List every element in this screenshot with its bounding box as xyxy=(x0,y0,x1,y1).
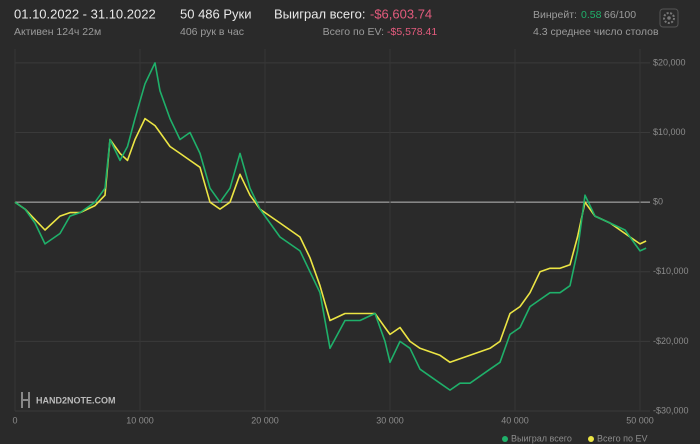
gear-icon[interactable] xyxy=(663,12,675,24)
avg-tables: 4.3 среднее число столов xyxy=(533,26,659,38)
legend-label: Выиграл всего xyxy=(511,433,572,443)
x-tick-label: 30 000 xyxy=(376,415,404,425)
logo-icon xyxy=(21,392,30,408)
won-value: -$6,603.74 xyxy=(370,6,432,21)
winrate-unit: 66/100 xyxy=(604,9,636,21)
logo: HAND2NOTE.COM xyxy=(21,392,116,408)
legend-swatch xyxy=(502,436,508,442)
ev-label: Всего по EV: xyxy=(323,26,384,38)
settings-button[interactable] xyxy=(659,8,679,28)
y-tick-label: $20,000 xyxy=(653,57,686,67)
x-tick-label: 40 000 xyxy=(501,415,529,425)
hands: 50 486 Руки xyxy=(180,6,252,21)
y-tick-label: -$20,000 xyxy=(653,336,689,346)
y-tick-label: $0 xyxy=(653,197,663,207)
x-tick-label: 0 xyxy=(12,415,17,425)
series-line xyxy=(14,62,647,391)
legend-swatch xyxy=(588,436,594,442)
series-line xyxy=(14,117,647,364)
period: 01.10.2022 - 31.10.2022 xyxy=(14,6,156,21)
x-tick-label: 20 000 xyxy=(251,415,279,425)
x-tick-label: 50 000 xyxy=(626,415,654,425)
active-time: Активен 124ч 22м xyxy=(14,26,101,38)
hands-per-hour: 406 рук в час xyxy=(180,26,244,38)
y-tick-label: -$10,000 xyxy=(653,266,689,276)
watermark: HAND2NOTE.COM xyxy=(36,395,116,405)
x-tick-label: 10 000 xyxy=(126,415,154,425)
gear-center[interactable] xyxy=(667,16,671,20)
settings-frame[interactable] xyxy=(659,8,679,28)
legend-label: Всего по EV xyxy=(597,433,647,443)
winrate-label: Винрейт: xyxy=(533,9,577,21)
ev-value: -$5,578.41 xyxy=(387,26,437,38)
winrate-value: 0.58 xyxy=(581,9,602,21)
y-tick-label: -$30,000 xyxy=(653,405,689,415)
y-tick-label: $10,000 xyxy=(653,127,686,137)
won-label: Выиграл всего: xyxy=(274,6,365,21)
